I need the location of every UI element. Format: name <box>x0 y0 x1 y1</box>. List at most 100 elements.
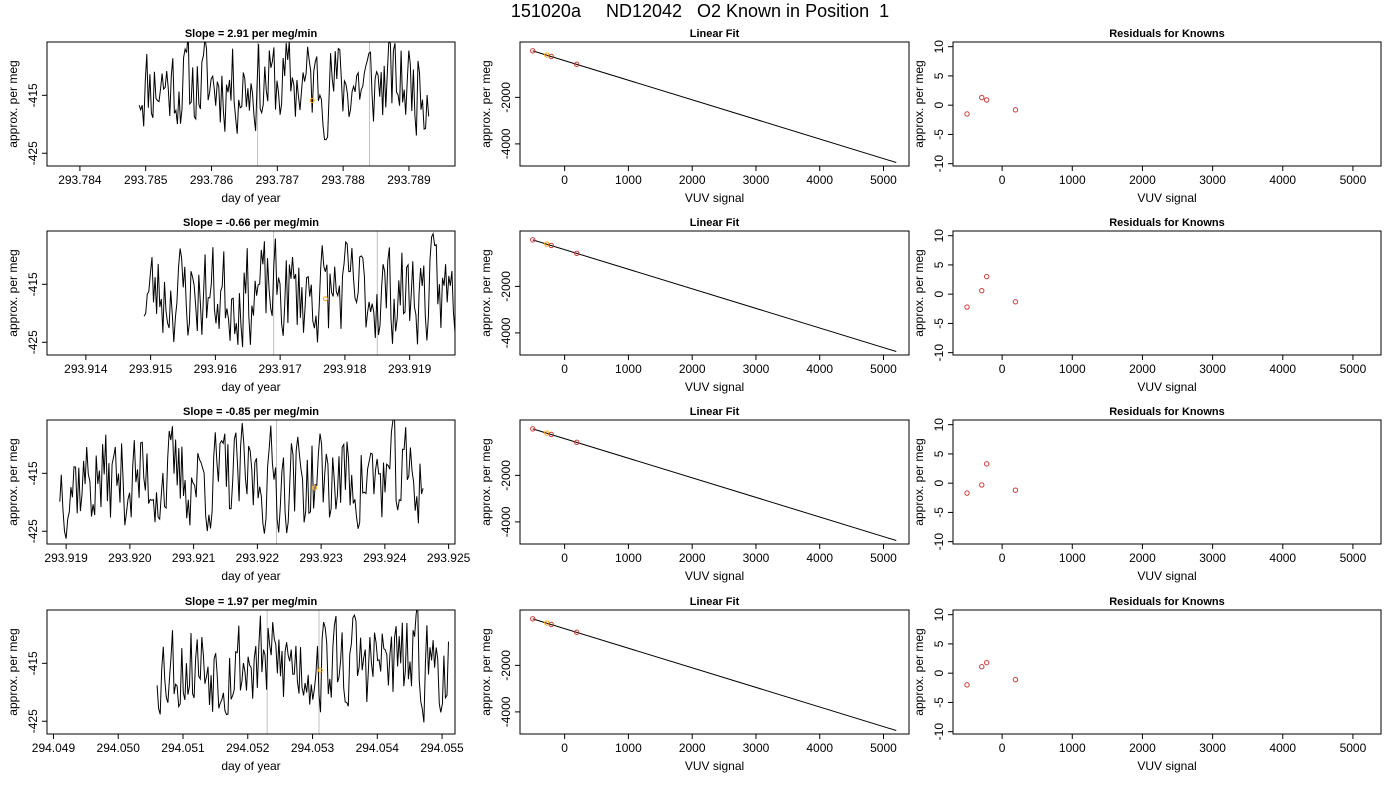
x-tick-label: 2000 <box>1129 362 1156 376</box>
y-axis-label: approx. per meg <box>479 249 493 336</box>
x-tick-label: 2000 <box>679 173 706 187</box>
residual-point <box>964 304 970 310</box>
residual-point <box>964 490 970 496</box>
plot-area <box>530 616 897 731</box>
residual-point <box>983 659 990 666</box>
plot-area <box>156 610 449 734</box>
x-tick-label: 5000 <box>1340 173 1367 187</box>
plot-area <box>530 48 897 163</box>
y-tick-label: -415 <box>26 272 40 296</box>
plot-area <box>143 231 455 355</box>
x-tick-label: 0 <box>561 173 568 187</box>
plot-frame <box>952 419 1382 545</box>
y-tick-label: -415 <box>26 461 40 485</box>
highlight-point <box>312 485 318 491</box>
x-axis-label: VUV signal <box>1137 569 1196 583</box>
residual-point <box>1012 487 1019 493</box>
y-axis-label: approx. per meg <box>912 628 926 715</box>
residual-point <box>1012 107 1019 113</box>
y-tick-label: -4000 <box>499 696 513 727</box>
chart-title: Residuals for Knowns <box>1109 217 1225 229</box>
data-point <box>574 439 580 446</box>
x-tick-label: 294.049 <box>32 741 76 755</box>
x-tick-label: 1000 <box>1059 362 1086 376</box>
x-tick-label: 293.920 <box>108 551 152 565</box>
chart-title: Slope = 2.91 per meg/min <box>185 28 318 40</box>
y-tick-label: -5 <box>932 129 946 140</box>
residual-point <box>979 664 985 670</box>
x-tick-label: 294.053 <box>291 741 335 755</box>
plot-frame <box>46 419 456 545</box>
x-axis-label: VUV signal <box>685 569 744 583</box>
chart-title: Linear Fit <box>690 28 740 40</box>
x-tick-label: 294.054 <box>356 741 400 755</box>
y-axis-label: approx. per meg <box>912 438 926 525</box>
x-tick-label: 293.786 <box>190 173 234 187</box>
x-tick-label: 1000 <box>1059 173 1086 187</box>
x-tick-label: 4000 <box>806 173 833 187</box>
plot-frame <box>519 609 910 735</box>
x-tick-label: 5000 <box>870 362 897 376</box>
y-tick-label: -415 <box>26 83 40 107</box>
chart-title: Slope = 1.97 per meg/min <box>185 596 318 608</box>
x-tick-label: 2000 <box>1129 741 1156 755</box>
x-axis-label: VUV signal <box>1137 380 1196 394</box>
x-tick-label: 293.788 <box>321 173 365 187</box>
x-tick-label: 4000 <box>806 362 833 376</box>
x-tick-label: 293.914 <box>64 362 108 376</box>
x-tick-label: 0 <box>999 173 1006 187</box>
y-tick-label: -4000 <box>499 506 513 537</box>
x-tick-label: 294.055 <box>420 741 464 755</box>
plot-frame <box>46 41 456 167</box>
x-tick-label: 3000 <box>1199 551 1226 565</box>
y-tick-label: 0 <box>932 670 946 677</box>
x-axis-label: VUV signal <box>685 759 744 773</box>
chart-title: Residuals for Knowns <box>1109 28 1225 40</box>
residual-point <box>979 287 985 294</box>
residual-point <box>983 273 990 280</box>
y-tick-label: -5 <box>932 507 946 518</box>
x-tick-label: 3000 <box>743 741 770 755</box>
fit-line <box>532 50 897 163</box>
y-axis-label: approx. per meg <box>6 249 20 336</box>
data-series-line <box>138 42 430 141</box>
y-tick-label: -2000 <box>499 82 513 113</box>
y-axis-label: approx. per meg <box>6 60 20 147</box>
x-tick-label: 1000 <box>1059 551 1086 565</box>
y-tick-label: -10 <box>932 155 946 173</box>
chart-title: Linear Fit <box>690 406 740 418</box>
x-tick-label: 1000 <box>615 551 642 565</box>
y-tick-label: 10 <box>932 418 946 432</box>
plot-frame <box>519 230 910 356</box>
residual-point <box>964 111 970 117</box>
x-tick-label: 0 <box>561 362 568 376</box>
x-tick-label: 4000 <box>806 551 833 565</box>
x-tick-label: 0 <box>561 741 568 755</box>
y-axis-label: approx. per meg <box>479 438 493 525</box>
x-tick-label: 3000 <box>743 173 770 187</box>
plot-area <box>59 420 424 544</box>
data-point <box>548 431 554 438</box>
chart-title: Residuals for Knowns <box>1109 596 1225 608</box>
x-tick-label: 1000 <box>1059 741 1086 755</box>
plot-area <box>964 273 1019 310</box>
y-tick-label: 0 <box>932 102 946 109</box>
y-tick-label: 5 <box>932 72 946 79</box>
y-tick-label: -5 <box>932 318 946 329</box>
x-tick-label: 0 <box>561 551 568 565</box>
x-tick-label: 1000 <box>615 362 642 376</box>
data-point <box>574 61 580 68</box>
chart-title: Slope = -0.66 per meg/min <box>183 217 319 229</box>
x-tick-label: 3000 <box>743 551 770 565</box>
page-title: 151020a ND12042 O2 Known in Position 1 <box>510 1 890 21</box>
x-tick-label: 293.915 <box>129 362 173 376</box>
x-tick-label: 2000 <box>1129 551 1156 565</box>
plot-frame <box>519 419 910 545</box>
x-tick-label: 5000 <box>870 551 897 565</box>
plot-frame <box>952 41 1382 167</box>
plot-frame <box>46 609 456 735</box>
y-tick-label: -415 <box>26 651 40 675</box>
x-tick-label: 1000 <box>615 173 642 187</box>
x-tick-label: 3000 <box>743 362 770 376</box>
